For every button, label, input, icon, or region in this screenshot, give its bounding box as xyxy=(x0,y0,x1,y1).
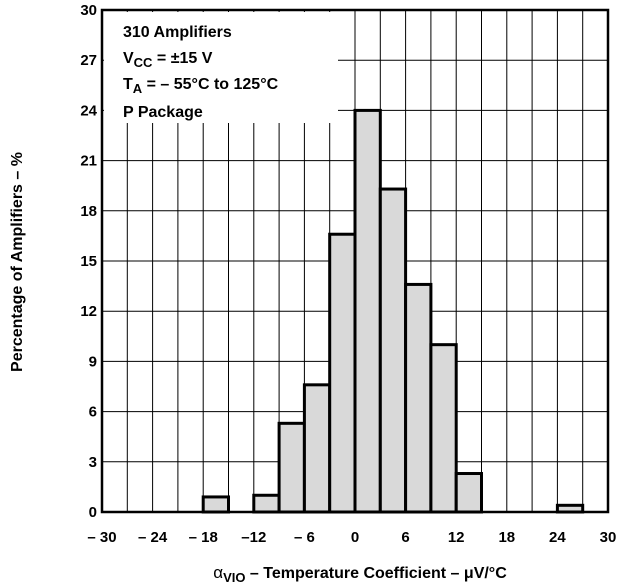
annotation-vcc-value: = ±15 V xyxy=(152,50,212,67)
y-tick-label: 0 xyxy=(89,504,97,521)
annotation-ta-symbol: T xyxy=(123,76,133,93)
histogram-bar xyxy=(201,495,230,514)
histogram-bar xyxy=(277,421,306,514)
x-tick-label: – 24 xyxy=(138,529,168,546)
histogram-bar xyxy=(404,282,433,514)
y-tick-label: 30 xyxy=(80,2,97,19)
annotation-temperature-range: TA = – 55°C to 125°C xyxy=(123,76,279,96)
bars-layer xyxy=(201,108,585,514)
y-tick-label: 27 xyxy=(80,52,97,69)
x-tick-label: – 30 xyxy=(87,529,116,546)
x-tick-label: 0 xyxy=(351,529,359,546)
annotation-background xyxy=(104,12,338,123)
x-tick-label: –12 xyxy=(241,529,266,546)
y-tick-label: 6 xyxy=(89,404,97,421)
x-tick-label: 30 xyxy=(600,529,617,546)
y-tick-label: 15 xyxy=(80,253,97,270)
annotation-ta-value: = – 55°C to 125°C xyxy=(142,76,278,93)
x-tick-labels: – 30 – 24 – 18 –12 – 6 0 6 12 18 24 30 xyxy=(87,529,616,546)
x-tick-label: – 18 xyxy=(189,529,218,546)
annotation-ta-subscript: A xyxy=(133,81,143,96)
y-tick-label: 18 xyxy=(80,203,97,220)
plot-frame xyxy=(100,8,610,514)
histogram-bar xyxy=(378,187,408,514)
x-axis-title: αVIO – Temperature Coefficient – μV/°C xyxy=(213,563,507,585)
y-tick-labels: 0 3 6 9 12 15 18 21 24 27 30 xyxy=(80,2,97,521)
y-tick-label: 9 xyxy=(89,353,97,370)
annotation-vcc-subscript: CC xyxy=(134,55,153,70)
annotation-amplifier-count: 310 Amplifiers xyxy=(123,24,232,41)
annotation-supply-voltage: VCC = ±15 V xyxy=(123,50,213,70)
y-tick-label: 12 xyxy=(80,303,97,320)
x-tick-label: 6 xyxy=(401,529,409,546)
x-axis-title-text: – Temperature Coefficient – μV/°C xyxy=(245,565,507,582)
y-axis-title: Percentage of Amplifiers – % xyxy=(9,152,26,372)
y-tick-label: 24 xyxy=(80,102,97,119)
histogram-bar xyxy=(302,383,332,514)
y-tick-label: 21 xyxy=(80,153,97,170)
x-tick-label: 12 xyxy=(448,529,465,546)
x-tick-label: – 6 xyxy=(294,529,315,546)
histogram-bar xyxy=(353,108,382,514)
x-axis-alpha-symbol: α xyxy=(213,563,223,582)
histogram-bar xyxy=(252,493,281,514)
histogram-bar xyxy=(429,343,458,514)
x-tick-label: 24 xyxy=(549,529,566,546)
histogram-bar xyxy=(454,472,484,514)
y-tick-label: 3 xyxy=(89,454,97,471)
histogram-bar xyxy=(328,232,357,514)
annotation-vcc-symbol: V xyxy=(123,50,134,67)
x-tick-label: 18 xyxy=(498,529,515,546)
x-axis-vio-subscript: VIO xyxy=(223,570,245,585)
annotation-package: P Package xyxy=(123,104,203,121)
